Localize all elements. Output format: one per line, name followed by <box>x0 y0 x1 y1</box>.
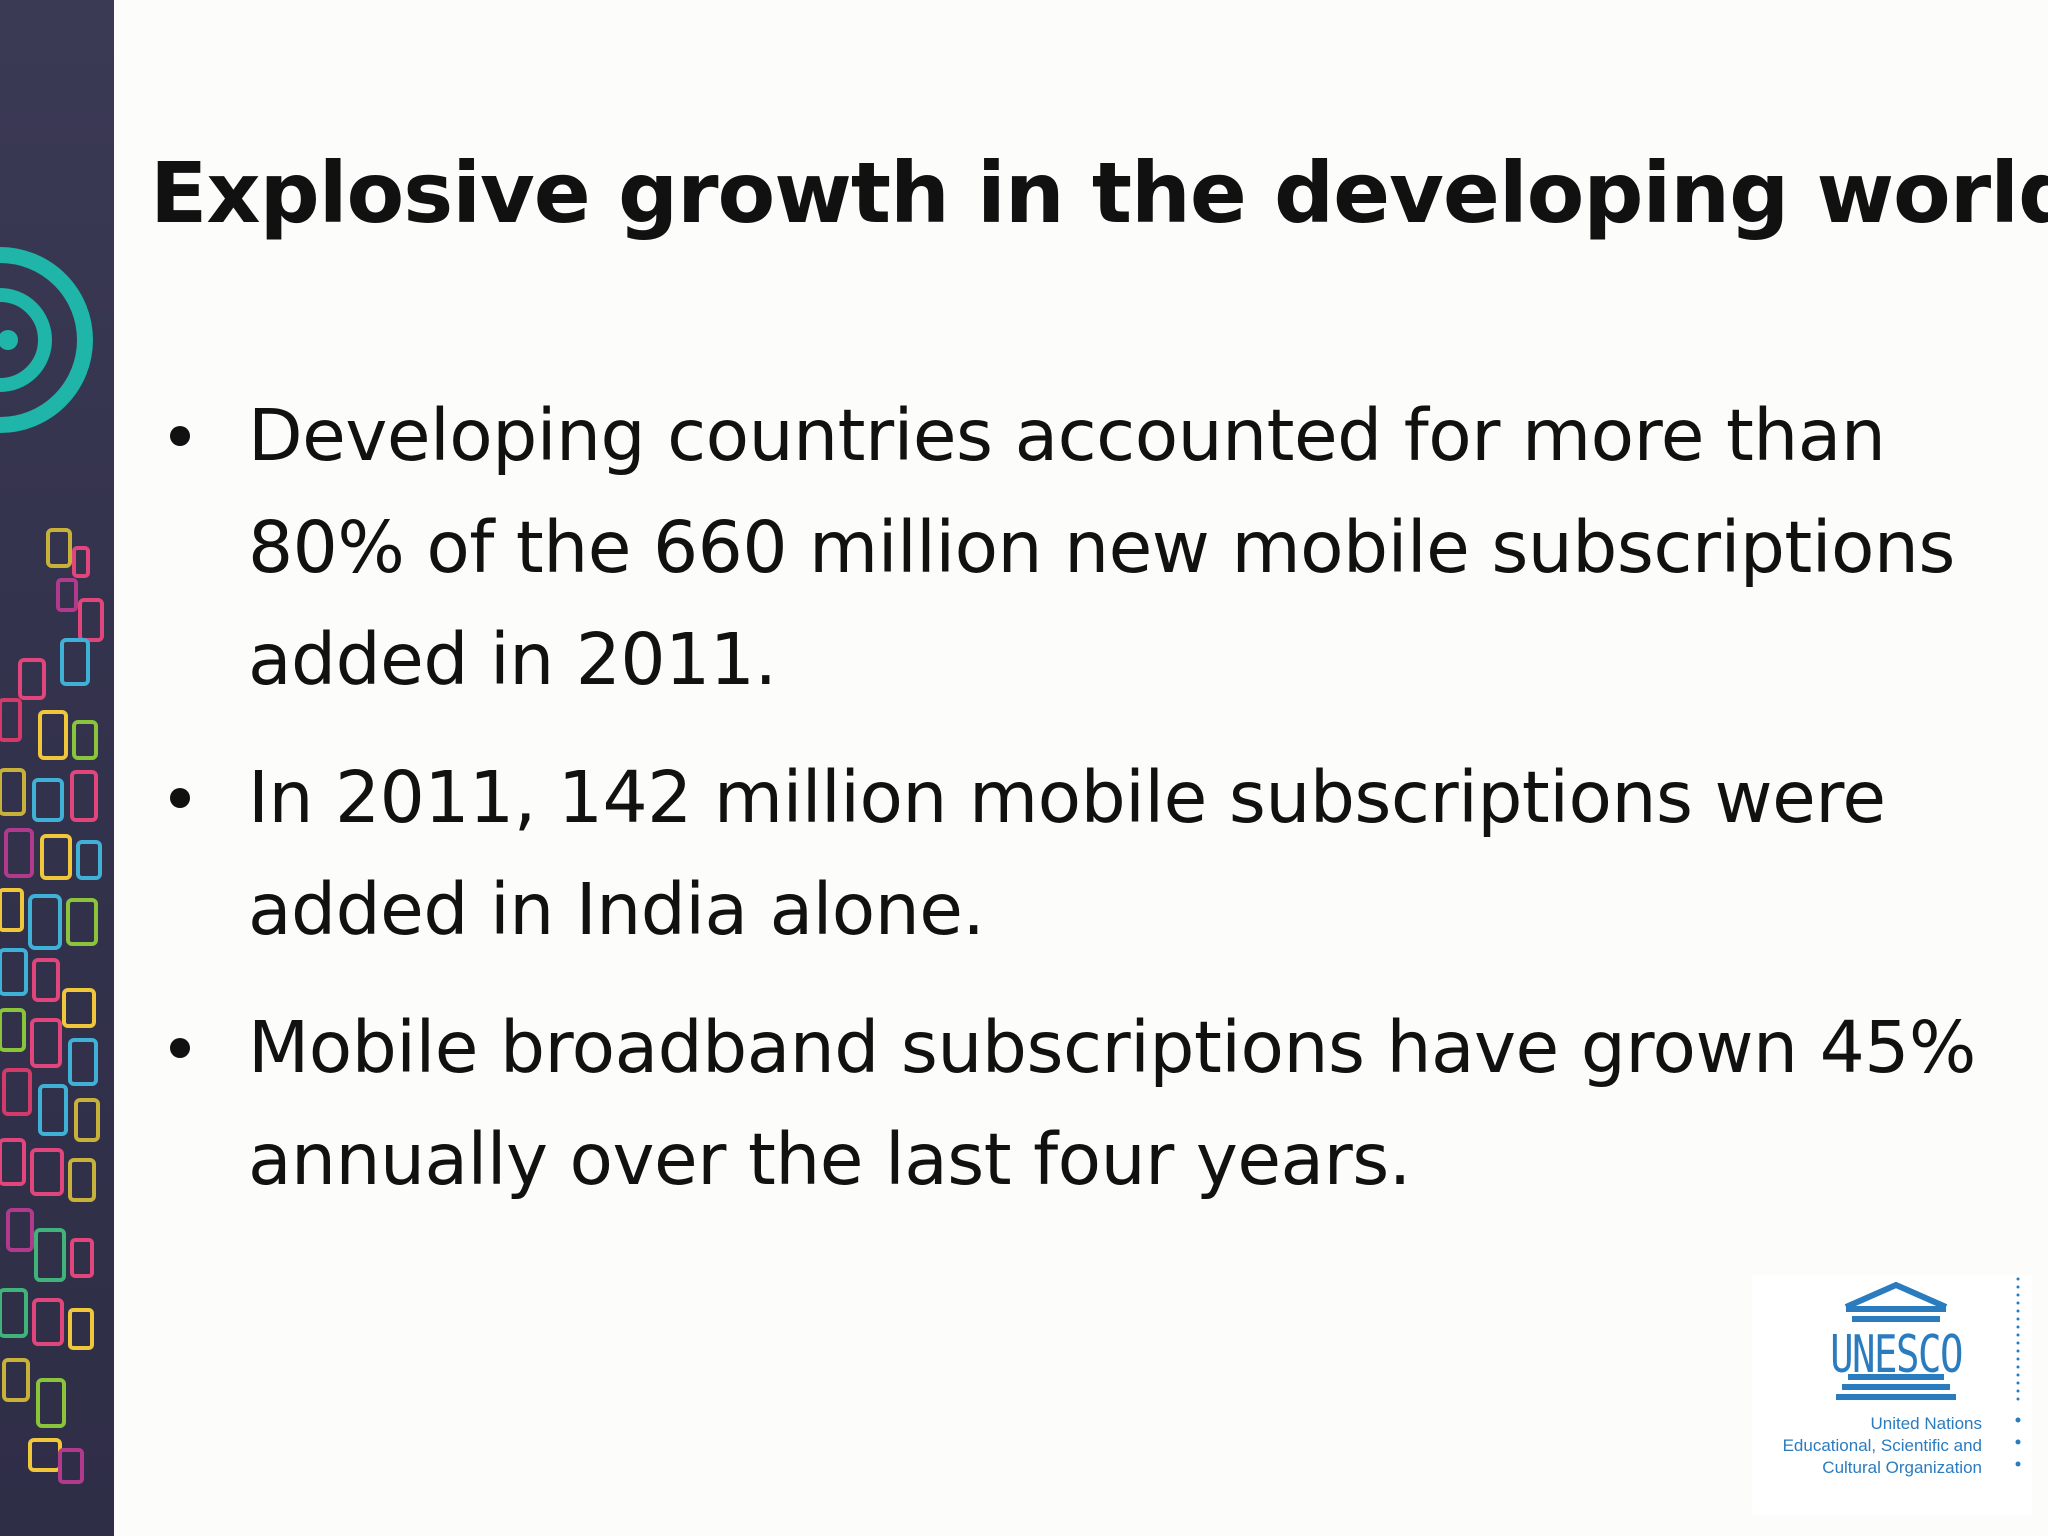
bullet-icon <box>170 1038 190 1058</box>
unesco-wordmark: UNESCO <box>1830 1323 1962 1384</box>
decorative-side-band <box>0 0 114 1536</box>
mobile-phone-icons <box>0 528 104 1484</box>
teal-rings-icon <box>0 247 93 433</box>
bullet-item: Developing countries accounted for more … <box>160 380 2000 716</box>
unesco-temple-icon: UNESCO <box>1830 1277 2021 1467</box>
bullet-icon <box>170 788 190 808</box>
bullet-item: In 2011, 142 million mobile subscription… <box>160 742 2000 966</box>
bullet-text: In 2011, 142 million mobile subscription… <box>248 756 1886 951</box>
unesco-logo: UNESCO United Nations Educational, Scien… <box>1752 1275 2032 1515</box>
unesco-name-line2: Educational, Scientific and <box>1782 1436 1982 1455</box>
bullet-list: Developing countries accounted for more … <box>160 380 2000 1242</box>
unesco-name-line1: United Nations <box>1870 1414 1982 1433</box>
slide-title: Explosive growth in the developing world… <box>150 144 2048 242</box>
bullet-text: Mobile broadband subscriptions have grow… <box>248 1006 1976 1201</box>
bullet-item: Mobile broadband subscriptions have grow… <box>160 992 2000 1216</box>
phone-pattern-graphic <box>0 247 104 1484</box>
bullet-icon <box>170 426 190 446</box>
bullet-text: Developing countries accounted for more … <box>248 394 1955 701</box>
unesco-name-line3: Cultural Organization <box>1822 1458 1982 1477</box>
